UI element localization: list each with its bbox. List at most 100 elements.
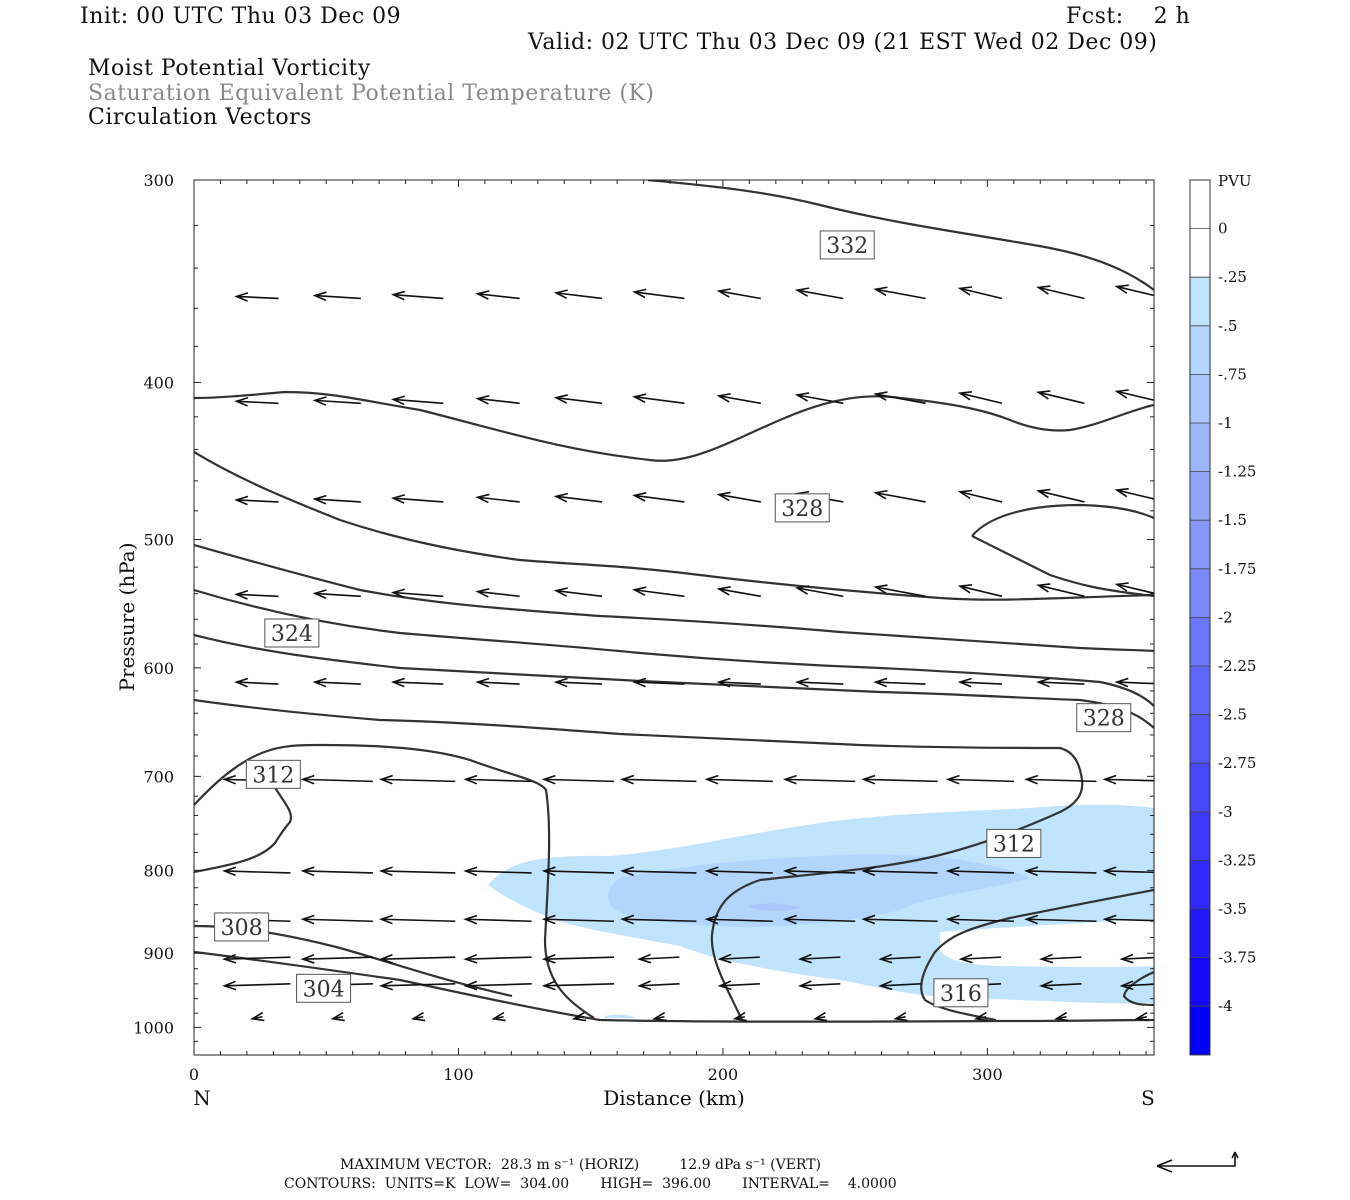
contour-label: 304 <box>303 977 345 1002</box>
vector-shaft <box>875 586 926 598</box>
vector-shaft <box>634 494 685 503</box>
colorbar-label: -1.5 <box>1218 511 1247 529</box>
vector-head <box>475 290 490 300</box>
y-tick-label: 900 <box>143 944 174 963</box>
plot-frame <box>193 179 1155 1056</box>
y-tick-label: 300 <box>143 171 174 190</box>
colorbar-label: -.5 <box>1218 317 1237 335</box>
vector-head <box>390 290 406 301</box>
vector-head <box>553 677 568 688</box>
colorbar-label: -3.5 <box>1218 900 1247 918</box>
vector-head <box>491 1011 506 1022</box>
vector-shaft <box>880 983 921 987</box>
vector-head <box>1102 914 1117 925</box>
vector-shaft <box>236 400 279 405</box>
vector-head <box>797 953 812 964</box>
theta-contour-line <box>194 698 1084 1021</box>
theta-contours <box>194 180 1154 1023</box>
vector-shaft <box>959 392 1003 405</box>
vector-head <box>475 587 490 598</box>
contour-label: 312 <box>993 832 1035 857</box>
vector-shaft <box>314 498 361 503</box>
contour-label-box <box>819 230 875 260</box>
vector-head <box>794 677 809 688</box>
field-title-pv: Moist Potential Vorticity <box>88 56 371 81</box>
vector-shaft <box>314 294 361 300</box>
theta-contour-line <box>1122 970 1154 1007</box>
contour-label: 324 <box>271 622 313 647</box>
vector-shaft <box>393 293 444 300</box>
vector-head <box>632 677 647 688</box>
colorbar-label: -2.5 <box>1218 706 1247 724</box>
vector-shaft <box>797 289 844 300</box>
vector-shaft <box>634 395 685 405</box>
vector-shaft <box>639 983 680 987</box>
vector-head <box>704 866 719 877</box>
vector-shaft <box>785 778 856 783</box>
contour-labels: 332 328 324 328 312 312 308 304 316 <box>214 230 1132 1008</box>
vector-shaft <box>555 589 603 598</box>
vector-shaft <box>465 918 532 923</box>
vector-shaft <box>236 499 279 503</box>
contour-label: 308 <box>221 916 263 941</box>
vector-head <box>234 677 249 688</box>
vector-shaft <box>465 778 532 783</box>
vector-shaft <box>314 681 361 685</box>
colorbar-label: -3.25 <box>1218 851 1256 869</box>
colorbar-label: -4 <box>1218 997 1233 1015</box>
vector-head <box>1054 1011 1069 1022</box>
vector-head <box>300 774 315 785</box>
vector-shaft <box>959 585 1003 598</box>
vector-head <box>541 866 556 877</box>
colorbar-label: -2.75 <box>1218 754 1256 772</box>
vector-head <box>1039 953 1054 964</box>
vector-shaft <box>465 983 532 987</box>
vector-shaft <box>719 983 760 987</box>
vector-shaft <box>863 778 938 783</box>
vector-head <box>716 677 731 688</box>
vector-shaft <box>393 398 444 405</box>
x-tick-label: 0 <box>189 1065 199 1084</box>
vector-shaft <box>544 778 615 783</box>
vector-head <box>1024 866 1039 877</box>
vector-head <box>957 391 973 401</box>
init-time: Init: 00 UTC Thu 03 Dec 09 <box>80 4 402 29</box>
south-label: S <box>1141 1086 1155 1110</box>
vector-head <box>571 1011 587 1022</box>
y-axis: 300 400 500 600 700 800 900 1000 <box>133 171 1154 1056</box>
vector-shaft <box>1026 918 1097 923</box>
vector-head <box>541 980 556 991</box>
vector-head <box>861 914 876 925</box>
vector-head <box>794 287 810 297</box>
vector-head <box>794 585 810 595</box>
vector-head <box>378 953 393 964</box>
vector-shaft <box>393 681 444 685</box>
colorbar-label: -1.25 <box>1218 463 1256 481</box>
vector-head <box>1102 774 1117 785</box>
colorbar-swatch <box>1190 909 1210 959</box>
x-axis-label: Distance (km) <box>603 1086 745 1110</box>
vector-head <box>632 393 647 404</box>
vector-head <box>873 584 888 594</box>
vector-head <box>1114 284 1129 294</box>
colorbar-label: -1 <box>1218 414 1233 432</box>
vector-shaft <box>800 956 841 960</box>
vector-head <box>222 866 237 877</box>
vector-shaft <box>381 918 456 923</box>
vector-head <box>553 289 568 300</box>
x-tick-label: 100 <box>443 1065 474 1084</box>
vector-shaft <box>555 292 603 300</box>
vector-head <box>632 492 647 502</box>
vector-shaft <box>381 778 456 783</box>
vector-head <box>378 866 393 877</box>
vector-shaft <box>1104 918 1154 922</box>
vector-head <box>717 953 732 964</box>
vector-head <box>957 489 973 500</box>
x-tick-label: 200 <box>708 1065 739 1084</box>
vector-head <box>1024 774 1039 785</box>
valid-time: Valid: 02 UTC Thu 03 Dec 09 (21 EST Wed … <box>528 30 1158 55</box>
field-title-theta: Saturation Equivalent Potential Temperat… <box>88 81 655 106</box>
vector-head <box>973 1011 989 1022</box>
vector-shaft <box>1038 584 1085 598</box>
vector-shaft <box>785 870 856 874</box>
